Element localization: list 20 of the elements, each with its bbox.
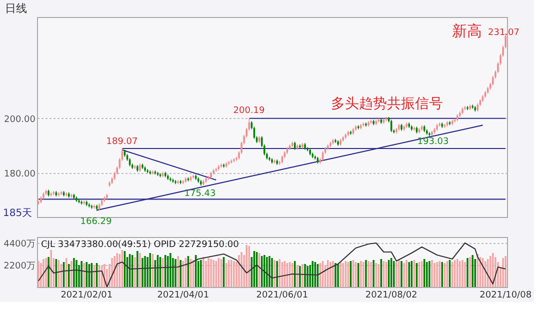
text: 185天 xyxy=(3,208,32,219)
annotation: 166.29 xyxy=(80,217,112,227)
annotation: 193.03 xyxy=(417,137,449,147)
y-tick-label: 4400万 xyxy=(4,240,36,250)
annotation: 231.07 xyxy=(488,28,520,38)
text: 日线 xyxy=(5,2,27,15)
annotation: 新高 xyxy=(452,22,482,40)
x-tick-label: 2021/10/08 xyxy=(480,290,532,300)
x-tick-label: 2021/02/01 xyxy=(60,290,113,300)
x-tick-label: 2021/06/01 xyxy=(256,290,308,300)
annotation: 189.07 xyxy=(106,137,138,147)
y-tick-label: 200.00 xyxy=(4,114,36,125)
annotation: 175.43 xyxy=(184,189,216,199)
y-tick-label: 2200万 xyxy=(4,262,36,272)
x-tick-label: 2021/08/02 xyxy=(365,290,418,300)
annotation: 多头趋势共振信号 xyxy=(331,96,443,112)
annotation: CJL 33473380.00(49:51) OPID 22729150.00 xyxy=(41,240,240,250)
x-tick-label: 2021/04/01 xyxy=(157,290,210,300)
annotation: 200.19 xyxy=(233,106,266,116)
y-tick-label: 180.00 xyxy=(4,170,36,180)
